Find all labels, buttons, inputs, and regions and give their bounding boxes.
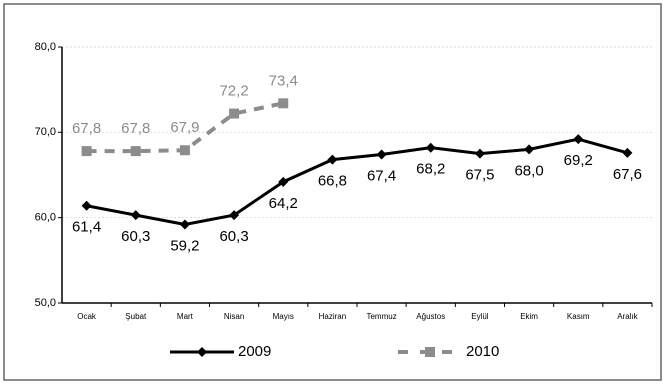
x-tick-label: Eylül: [471, 312, 489, 321]
data-label: 67,8: [72, 120, 101, 137]
x-tick-label: Temmuz: [366, 312, 396, 321]
y-tick-label: 80,0: [35, 41, 56, 53]
x-tick-label: Ağustos: [416, 312, 445, 321]
data-label: 66,8: [318, 173, 347, 190]
marker: [474, 148, 485, 159]
x-tick-label: Şubat: [125, 312, 147, 321]
marker: [81, 146, 92, 157]
marker: [81, 200, 92, 211]
data-label: 60,3: [219, 228, 248, 245]
y-tick-label: 50,0: [35, 297, 56, 309]
x-tick-label: Ekim: [520, 312, 538, 321]
marker: [130, 210, 141, 221]
x-tick-label: Kasım: [567, 312, 590, 321]
x-tick-label: Mart: [177, 312, 194, 321]
marker: [130, 146, 141, 157]
legend-label: 2010: [466, 343, 499, 360]
marker: [327, 154, 338, 165]
marker: [425, 142, 436, 153]
data-label: 68,2: [416, 161, 445, 178]
x-tick-label: Nisan: [224, 312, 244, 321]
marker: [376, 149, 387, 160]
marker: [425, 347, 435, 357]
marker: [197, 347, 207, 357]
x-tick-label: Mayıs: [273, 312, 294, 321]
marker: [179, 145, 190, 156]
marker: [179, 219, 190, 230]
chart-border: [3, 3, 662, 381]
marker: [229, 210, 240, 221]
marker: [524, 144, 535, 155]
data-label: 67,6: [613, 166, 642, 183]
data-label: 60,3: [121, 228, 150, 245]
legend-label: 2009: [238, 343, 271, 360]
data-label: 67,5: [465, 167, 494, 184]
data-label: 59,2: [170, 237, 199, 254]
data-label: 67,8: [121, 120, 150, 137]
x-tick-label: Haziran: [319, 312, 347, 321]
x-tick-label: Ocak: [77, 312, 97, 321]
series-line: [86, 137, 628, 227]
y-tick-label: 70,0: [35, 126, 56, 138]
data-label: 73,4: [269, 72, 298, 89]
y-tick-label: 60,0: [35, 212, 56, 224]
marker: [278, 98, 289, 109]
marker: [573, 134, 584, 145]
marker: [622, 147, 633, 158]
data-label: 61,4: [72, 219, 101, 236]
data-label: 69,2: [564, 152, 593, 169]
data-label: 67,4: [367, 167, 396, 184]
data-label: 67,9: [170, 119, 199, 136]
marker: [229, 108, 240, 119]
data-label: 72,2: [219, 83, 248, 100]
data-label: 64,2: [269, 195, 298, 212]
data-label: 68,0: [514, 162, 543, 179]
marker: [278, 176, 289, 187]
x-tick-label: Aralık: [617, 312, 638, 321]
